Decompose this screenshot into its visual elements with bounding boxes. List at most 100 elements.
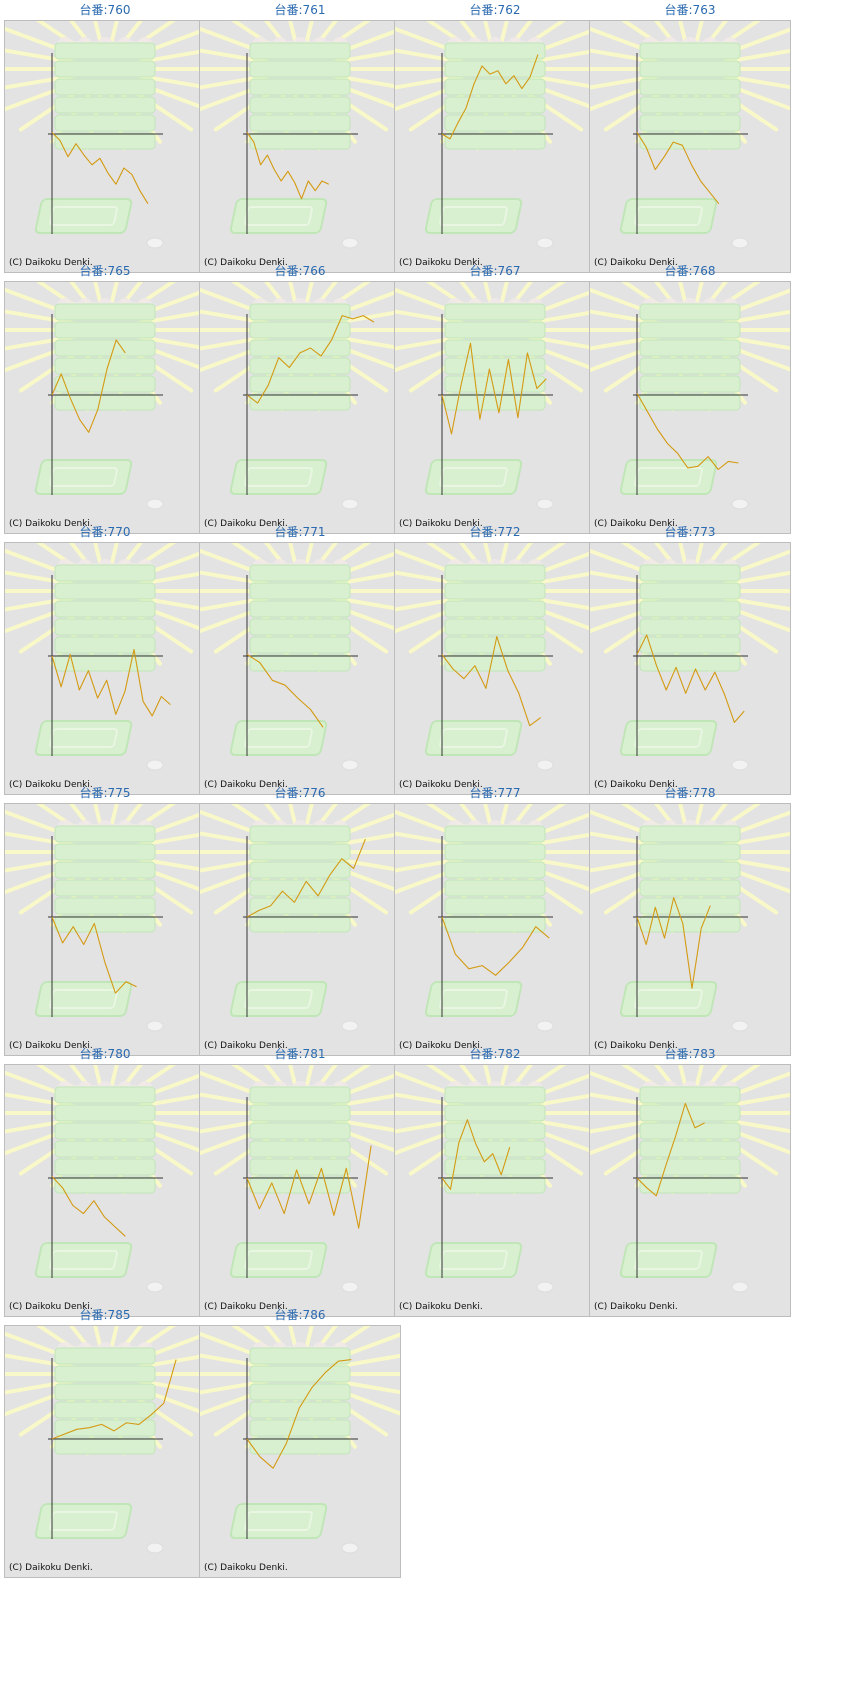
machine-number-link[interactable]: 台番:768	[664, 264, 716, 278]
machine-card: 台番:775 (C) Daikoku Denki.	[0, 783, 210, 1063]
slump-graph: (C) Daikoku Denki.	[199, 542, 401, 795]
machine-number-link[interactable]: 台番:786	[274, 1308, 326, 1322]
background-illustration	[200, 1326, 400, 1554]
machine-number-link[interactable]: 台番:772	[469, 525, 521, 539]
machine-number-link[interactable]: 台番:773	[664, 525, 716, 539]
copyright-text: (C) Daikoku Denki.	[594, 1302, 678, 1312]
slump-graph: (C) Daikoku Denki.	[4, 1064, 206, 1317]
machine-number-link[interactable]: 台番:782	[469, 1047, 521, 1061]
machine-number-link[interactable]: 台番:765	[79, 264, 131, 278]
copyright-text: (C) Daikoku Denki.	[399, 1302, 483, 1312]
slump-graph: (C) Daikoku Denki.	[199, 281, 401, 534]
slump-line	[636, 897, 711, 989]
background-illustration	[590, 282, 790, 510]
machine-number-link[interactable]: 台番:760	[79, 3, 131, 17]
copyright-text: (C) Daikoku Denki.	[594, 258, 678, 268]
machine-number-link[interactable]: 台番:770	[79, 525, 131, 539]
copyright-text: (C) Daikoku Denki.	[9, 1302, 93, 1312]
slump-graph: (C) Daikoku Denki.	[589, 803, 791, 1056]
slump-graph: (C) Daikoku Denki.	[4, 20, 206, 273]
slump-graph: (C) Daikoku Denki.	[4, 1325, 206, 1578]
background-illustration	[395, 804, 595, 1032]
machine-card: 台番:772 (C) Daikoku Denki.	[390, 522, 600, 802]
machine-card: 台番:777 (C) Daikoku Denki.	[390, 783, 600, 1063]
machine-number-link[interactable]: 台番:780	[79, 1047, 131, 1061]
slump-graph: (C) Daikoku Denki.	[4, 803, 206, 1056]
machine-card: 台番:768 (C) Daikoku Denki.	[585, 261, 795, 541]
copyright-text: (C) Daikoku Denki.	[204, 258, 288, 268]
slump-graph: (C) Daikoku Denki.	[589, 281, 791, 534]
machine-card: 台番:781 (C) Daikoku Denki.	[195, 1044, 405, 1324]
slump-line	[51, 648, 171, 717]
machine-card: 台番:785 (C) Daikoku Denki.	[0, 1305, 210, 1585]
slump-line	[441, 916, 550, 976]
copyright-text: (C) Daikoku Denki.	[9, 1563, 93, 1573]
machine-card: 台番:773 (C) Daikoku Denki.	[585, 522, 795, 802]
machine-card: 台番:778 (C) Daikoku Denki.	[585, 783, 795, 1063]
background-illustration	[5, 804, 205, 1032]
machine-card: 台番:783 (C) Daikoku Denki.	[585, 1044, 795, 1324]
machine-number-link[interactable]: 台番:776	[274, 786, 326, 800]
machine-number-link[interactable]: 台番:778	[664, 786, 716, 800]
background-illustration	[5, 21, 205, 249]
machine-number-link[interactable]: 台番:771	[274, 525, 326, 539]
slump-line	[51, 339, 126, 433]
machine-number-link[interactable]: 台番:777	[469, 786, 521, 800]
slump-graph: (C) Daikoku Denki.	[4, 542, 206, 795]
machine-number-link[interactable]: 台番:785	[79, 1308, 131, 1322]
machine-card: 台番:776 (C) Daikoku Denki.	[195, 783, 405, 1063]
machine-number-link[interactable]: 台番:783	[664, 1047, 716, 1061]
copyright-text: (C) Daikoku Denki.	[594, 519, 678, 529]
slump-line	[441, 342, 547, 435]
background-illustration	[5, 543, 205, 771]
slump-line	[51, 1176, 126, 1237]
slump-line	[636, 634, 745, 723]
background-illustration	[200, 1065, 400, 1293]
copyright-text: (C) Daikoku Denki.	[9, 1041, 93, 1051]
machine-number-link[interactable]: 台番:762	[469, 3, 521, 17]
machine-card: 台番:760 (C) Daikoku Denki.	[0, 0, 210, 280]
background-illustration	[590, 543, 790, 771]
slump-line	[636, 393, 739, 471]
slump-line	[441, 54, 539, 140]
copyright-text: (C) Daikoku Denki.	[9, 780, 93, 790]
copyright-text: (C) Daikoku Denki.	[399, 519, 483, 529]
slump-graph: (C) Daikoku Denki.	[394, 20, 596, 273]
slump-line	[441, 1119, 511, 1190]
copyright-text: (C) Daikoku Denki.	[9, 258, 93, 268]
background-illustration	[395, 543, 595, 771]
machine-number-link[interactable]: 台番:781	[274, 1047, 326, 1061]
copyright-text: (C) Daikoku Denki.	[594, 1041, 678, 1051]
copyright-text: (C) Daikoku Denki.	[9, 519, 93, 529]
machine-card: 台番:780 (C) Daikoku Denki.	[0, 1044, 210, 1324]
machine-card: 台番:766 (C) Daikoku Denki.	[195, 261, 405, 541]
copyright-text: (C) Daikoku Denki.	[399, 1041, 483, 1051]
machine-number-link[interactable]: 台番:775	[79, 786, 131, 800]
slump-line	[246, 315, 375, 404]
machine-number-link[interactable]: 台番:766	[274, 264, 326, 278]
slump-line	[51, 916, 137, 994]
slump-graph: (C) Daikoku Denki.	[199, 20, 401, 273]
background-illustration	[590, 21, 790, 249]
slump-graph: (C) Daikoku Denki.	[589, 542, 791, 795]
machine-card: 台番:763 (C) Daikoku Denki.	[585, 0, 795, 280]
slump-graph: (C) Daikoku Denki.	[394, 1064, 596, 1317]
slump-line	[246, 1145, 372, 1229]
slump-graph: (C) Daikoku Denki.	[199, 1064, 401, 1317]
slump-line	[246, 653, 324, 728]
slump-line	[51, 132, 149, 204]
slump-graph: (C) Daikoku Denki.	[394, 281, 596, 534]
background-illustration	[5, 1326, 205, 1554]
slump-graph: (C) Daikoku Denki.	[394, 803, 596, 1056]
machine-number-link[interactable]: 台番:761	[274, 3, 326, 17]
machine-number-link[interactable]: 台番:763	[664, 3, 716, 17]
slump-line	[246, 1359, 352, 1469]
background-illustration	[590, 1065, 790, 1293]
slump-graph: (C) Daikoku Denki.	[199, 803, 401, 1056]
machine-number-link[interactable]: 台番:767	[469, 264, 521, 278]
copyright-text: (C) Daikoku Denki.	[204, 1302, 288, 1312]
background-illustration	[5, 282, 205, 510]
copyright-text: (C) Daikoku Denki.	[204, 780, 288, 790]
background-illustration	[5, 1065, 205, 1293]
